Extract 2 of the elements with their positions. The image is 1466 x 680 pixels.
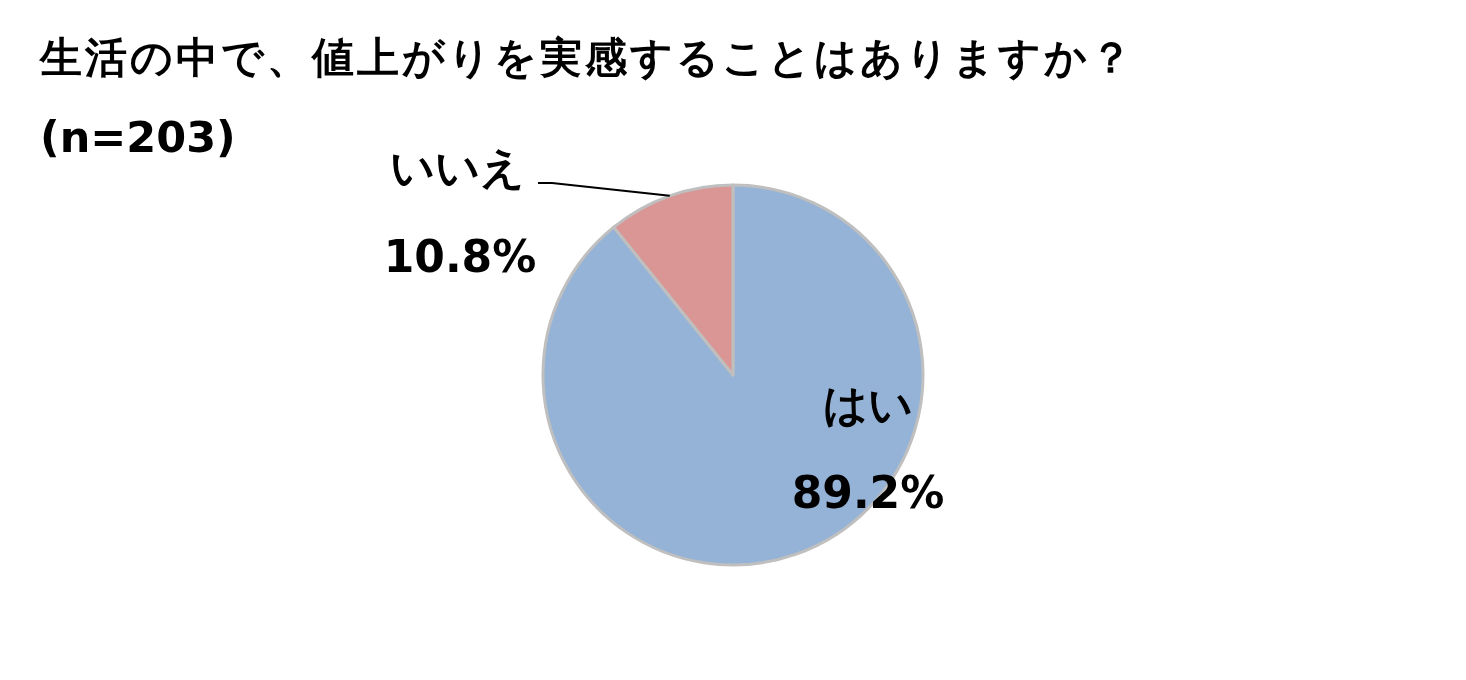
subtitle: (n=203) <box>40 112 236 162</box>
title: 生活の中で、値上がりを実感することはありますか？ <box>40 33 1135 82</box>
